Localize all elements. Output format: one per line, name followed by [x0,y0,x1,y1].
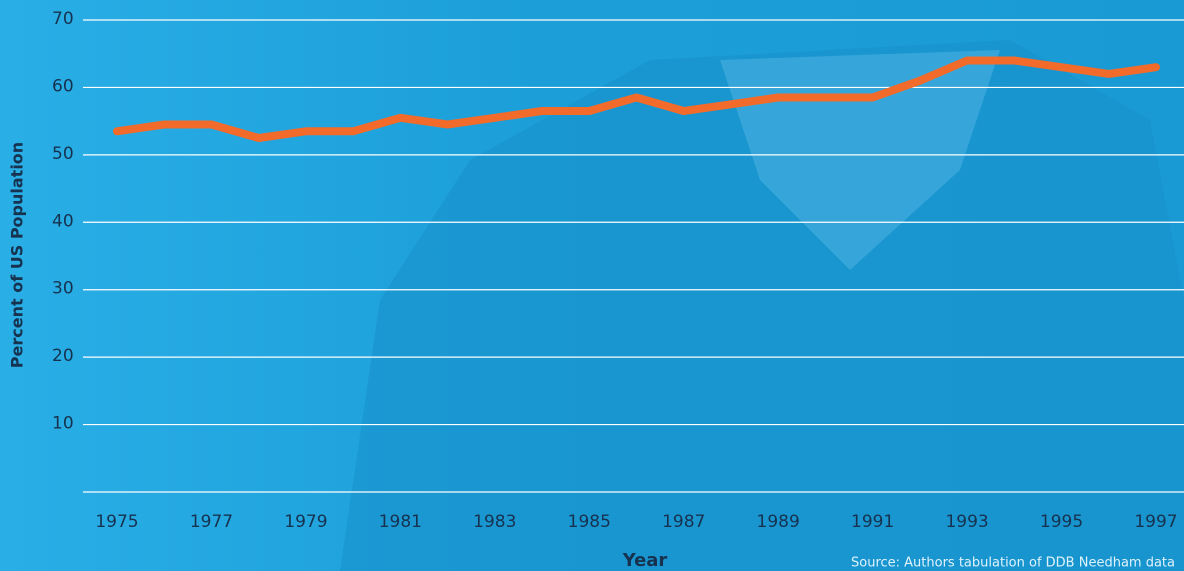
y-tick-label: 50 [52,144,74,164]
source-note: Source: Authors tabulation of DDB Needha… [851,556,1175,571]
chart: Percent of US Population Year Source: Au… [0,0,1184,571]
x-tick-label: 1981 [379,512,422,532]
x-tick-label: 1993 [945,512,988,532]
x-tick-label: 1975 [95,512,138,532]
x-tick-label: 1997 [1134,512,1177,532]
x-tick-label: 1979 [284,512,327,532]
x-tick-label: 1991 [851,512,894,532]
y-tick-label: 20 [52,346,74,366]
y-tick-label: 70 [52,9,74,29]
y-tick-label: 60 [52,76,74,96]
y-tick-label: 30 [52,279,74,299]
x-tick-label: 1987 [662,512,705,532]
x-tick-label: 1989 [757,512,800,532]
page: Percent of US Population Year Source: Au… [0,0,1184,571]
x-tick-label: 1995 [1040,512,1083,532]
y-axis-title: Percent of US Population [8,142,27,368]
x-tick-label: 1983 [473,512,516,532]
y-tick-label: 40 [52,211,74,231]
x-tick-label: 1985 [568,512,611,532]
x-axis-title: Year [622,550,668,571]
x-tick-label: 1977 [190,512,233,532]
y-tick-label: 10 [52,414,74,434]
